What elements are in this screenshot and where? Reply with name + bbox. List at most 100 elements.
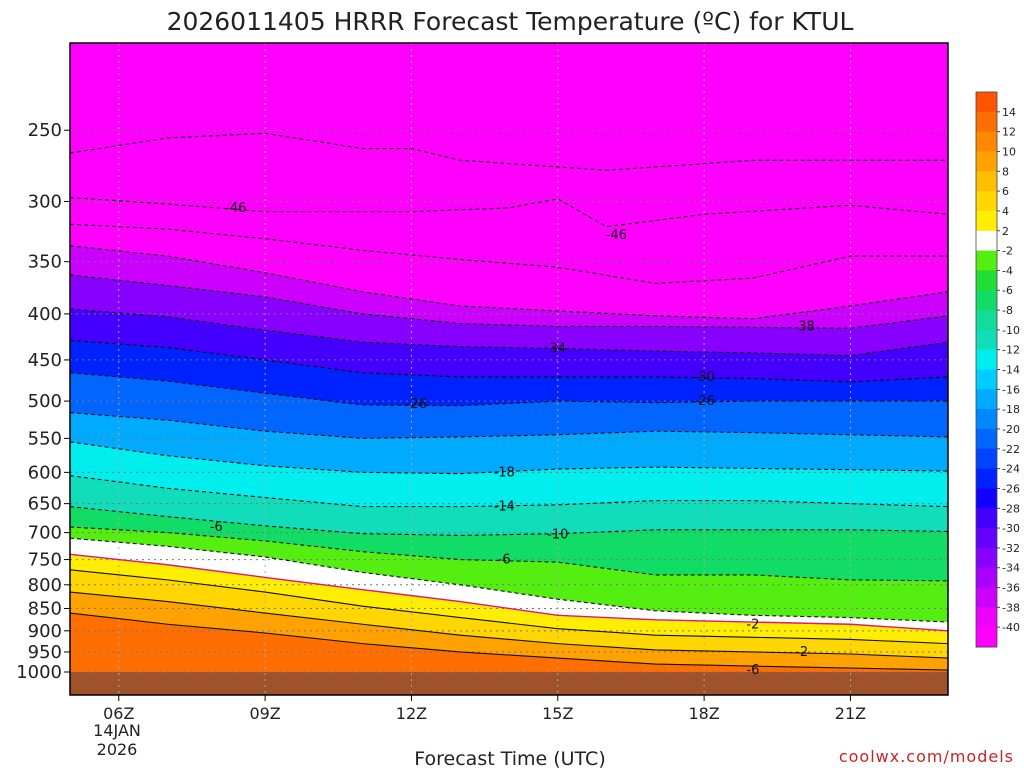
contour-lines: [70, 132, 948, 671]
colorbar-label: -30: [1002, 522, 1020, 535]
colorbar-label: -6: [1002, 284, 1013, 297]
colorbar-swatch: [976, 230, 997, 252]
x-tick-label: 12Z: [396, 704, 427, 723]
contour-4: [70, 591, 948, 659]
colorbar-swatch: [976, 547, 997, 569]
x-tick-label: 09Z: [249, 704, 280, 723]
colorbar-swatch: [976, 329, 997, 351]
contour-label: -6: [210, 520, 223, 535]
contour--10: [70, 506, 948, 536]
y-tick-label: 850: [28, 598, 62, 619]
grid: [70, 43, 948, 695]
colorbar-label: 10: [1002, 145, 1016, 158]
colorbar-swatch: [976, 270, 997, 291]
contour-label: -6: [498, 553, 511, 568]
x-tick-label: 06Z: [103, 704, 134, 723]
x-tick-label: 18Z: [688, 704, 719, 723]
contour--26: [70, 372, 948, 407]
colorbar-swatch: [976, 131, 997, 152]
y-tick-label: 800: [28, 575, 62, 596]
colorbar-swatch: [976, 488, 997, 509]
colorbar-swatch: [976, 409, 997, 430]
colorbar-swatch: [976, 210, 997, 232]
contour-label: -14: [494, 500, 515, 515]
colorbar-swatch: [976, 369, 997, 390]
y-axis: 2503003504004505005506006507007508008509…: [16, 120, 70, 683]
date-label-day: 14JAN: [93, 721, 141, 740]
contour-label: -26: [693, 394, 714, 409]
y-tick-label: 750: [28, 550, 62, 571]
colorbar-label: -8: [1002, 304, 1013, 317]
x-axis-label: Forecast Time (UTC): [414, 748, 605, 768]
x-axis: 06Z 09Z 12Z 15Z 18Z 21Z: [103, 695, 866, 723]
contour-label: -18: [494, 465, 515, 480]
contour--34: [70, 308, 948, 357]
y-tick-label: 350: [28, 252, 62, 273]
colorbar-swatch: [976, 310, 997, 331]
contour-label: -26: [406, 397, 427, 412]
contour--48: [70, 132, 948, 171]
y-tick-label: 250: [28, 120, 62, 141]
contour-6: [70, 612, 948, 671]
contour--2: [70, 537, 948, 623]
plot-border: [69, 42, 949, 696]
colorbar-swatch: [976, 448, 997, 470]
contour-label: -30: [693, 370, 714, 385]
colorbar-label: -26: [1002, 482, 1020, 495]
contour-2: [70, 569, 948, 645]
colorbar-swatch: [976, 191, 997, 212]
colorbar-label: 14: [1002, 106, 1016, 119]
y-tick-label: 550: [28, 428, 62, 449]
colorbar-label: -36: [1002, 582, 1020, 595]
colorbar-label: 6: [1002, 185, 1009, 198]
colorbar-label: -20: [1002, 423, 1020, 436]
contour--38: [70, 274, 948, 329]
colorbar-label: -18: [1002, 403, 1020, 416]
colorbar-swatch: [976, 389, 997, 410]
colorbar: 14 12 10 8 6 4 2 -2 -4 -6 -8 -10 -12 -14 -16 -18 -20 -22 -…: [975, 91, 1020, 648]
colorbar-label: -14: [1002, 364, 1020, 377]
colorbar-swatch: [976, 528, 997, 549]
colorbar-label: 2: [1002, 225, 1009, 238]
y-tick-label: 900: [28, 621, 62, 642]
contour-label: -2: [746, 617, 759, 632]
credit-link[interactable]: coolwx.com/models: [839, 747, 1014, 766]
colorbar-swatch: [976, 428, 997, 450]
colorbar-label: -2: [1002, 245, 1013, 258]
contour--44: [70, 223, 948, 284]
contour--46: [70, 196, 948, 228]
colorbar-swatch: [976, 567, 997, 589]
colorbar-label: -12: [1002, 344, 1020, 357]
contour-label: -46: [225, 201, 246, 216]
colorbar-swatch: [976, 111, 997, 133]
fill-bands: [70, 43, 948, 695]
colorbar-swatch: [976, 250, 997, 271]
colorbar-swatch: [976, 508, 997, 529]
colorbar-label: 8: [1002, 165, 1009, 178]
date-label-year: 2026: [97, 740, 138, 759]
colorbar-label: -28: [1002, 502, 1020, 515]
y-tick-label: 1000: [16, 662, 62, 683]
colorbar-label: -32: [1002, 542, 1020, 555]
contour-labels: -46 -46 38 34 -30 -26 -26 -18 -14 -10 -6 -6 -2 -2 -6: [210, 201, 815, 678]
x-tick-label: 21Z: [835, 704, 866, 723]
colorbar-swatch: [976, 468, 997, 489]
colorbar-swatch: [976, 290, 997, 311]
colorbar-swatch: [976, 171, 997, 192]
colorbar-label: -4: [1002, 264, 1013, 277]
colorbar-swatch: [976, 151, 997, 172]
contour-label: -6: [746, 663, 759, 678]
y-tick-label: 600: [28, 462, 62, 483]
colorbar-label: -40: [1002, 621, 1020, 634]
y-tick-label: 650: [28, 494, 62, 515]
colorbar-swatch: [976, 627, 997, 648]
colorbar-swatch: [976, 607, 997, 628]
y-tick-label: 400: [28, 304, 62, 325]
y-tick-label: 300: [28, 191, 62, 212]
chart-title: 2026011405 HRRR Forecast Temperature (ºC…: [167, 7, 854, 36]
colorbar-label: -22: [1002, 443, 1020, 456]
colorbar-swatch: [976, 349, 997, 370]
colorbar-label: -16: [1002, 383, 1020, 396]
colorbar-label: 4: [1002, 205, 1009, 218]
